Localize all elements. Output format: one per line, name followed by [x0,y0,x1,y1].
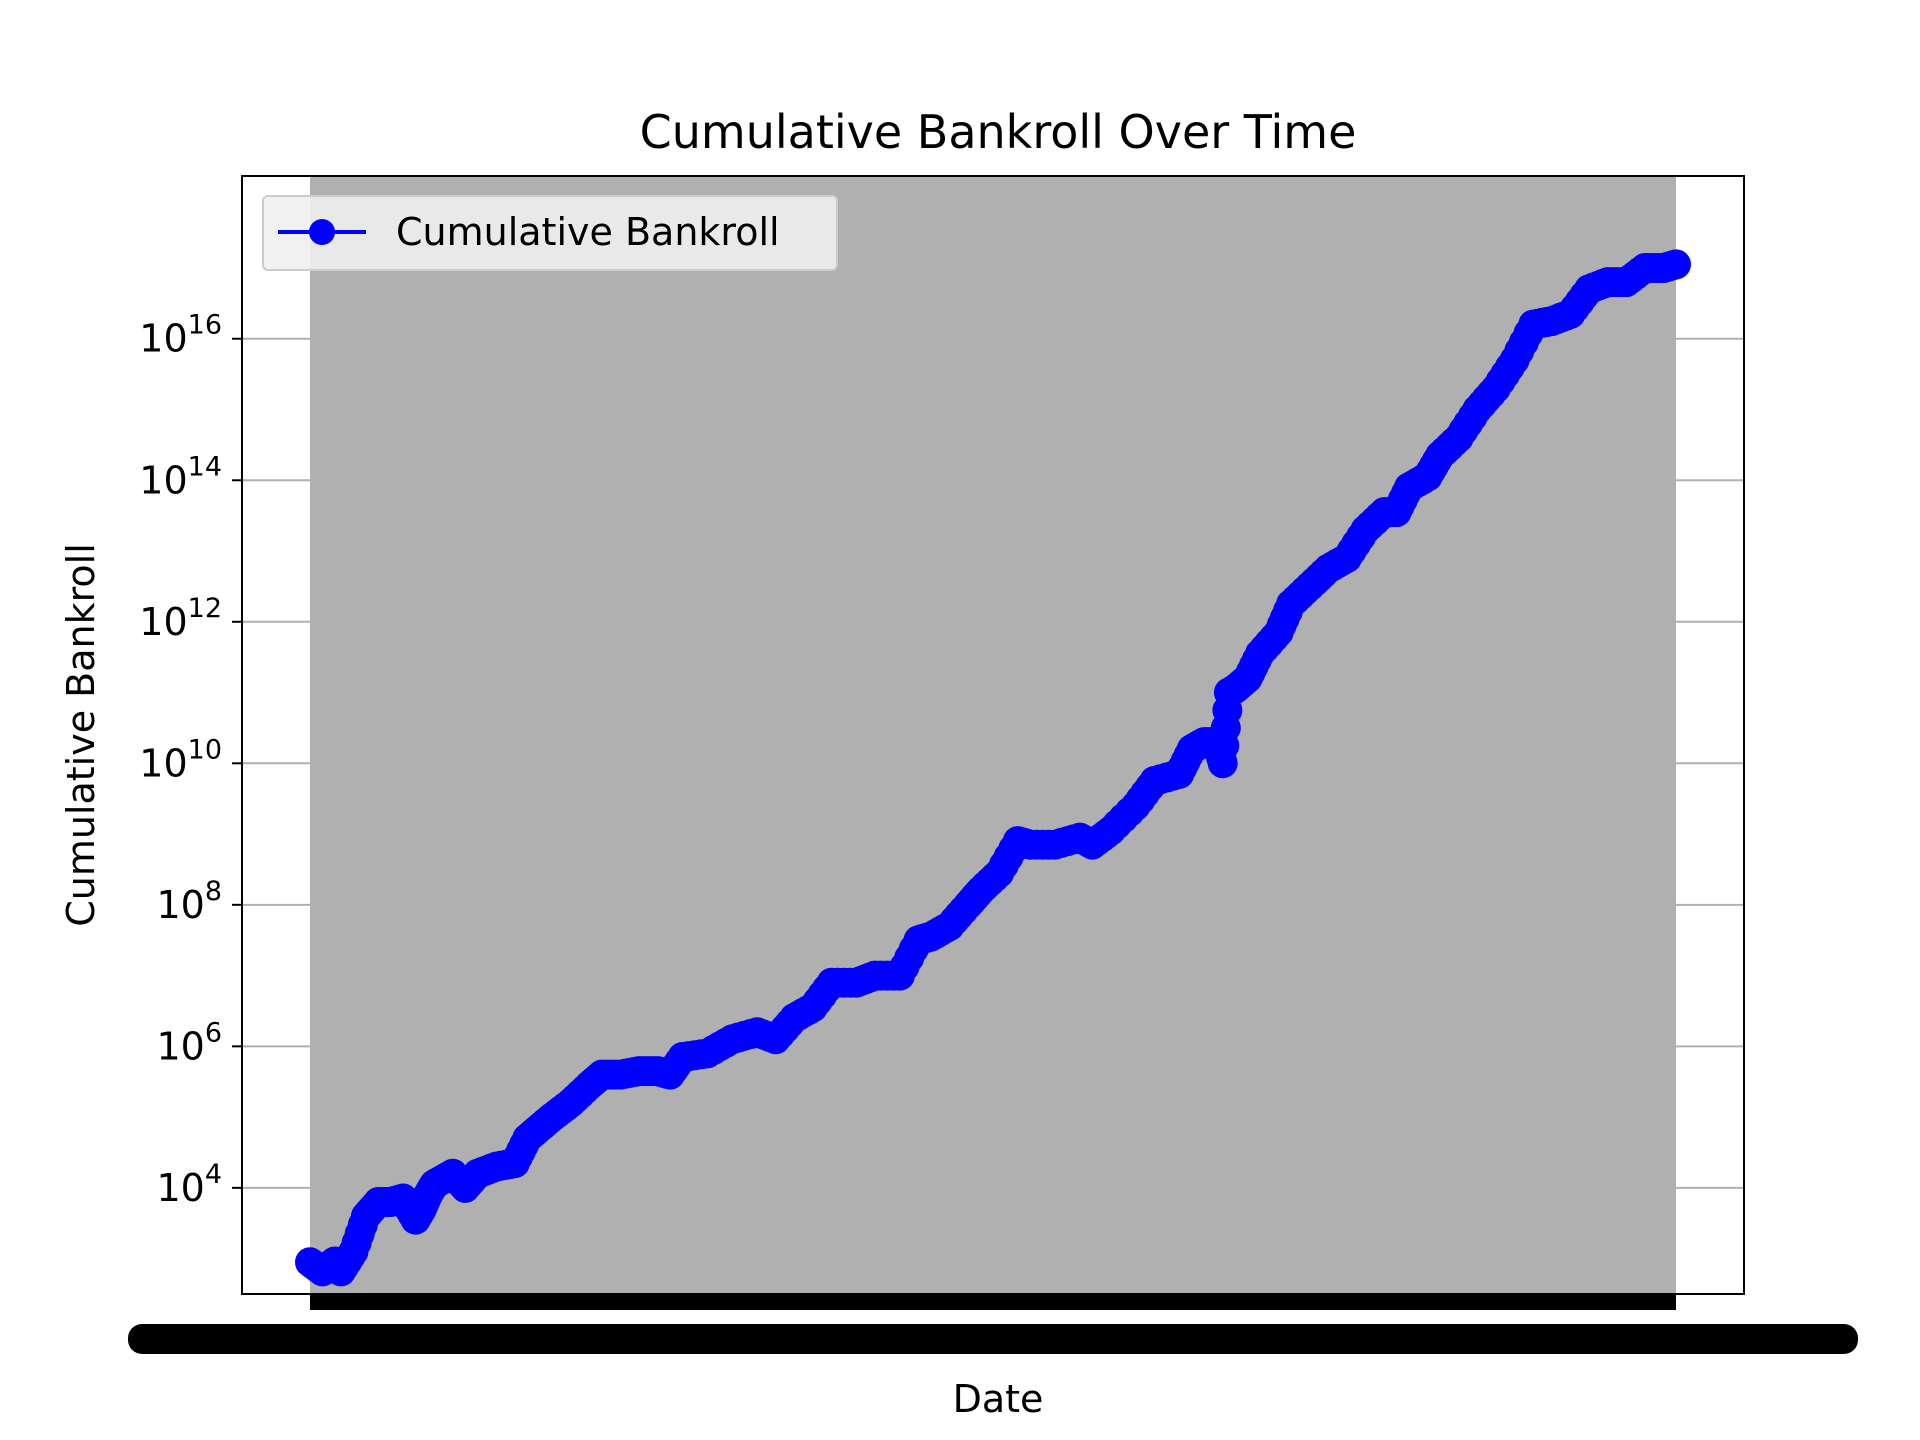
legend: Cumulative Bankroll [262,195,838,271]
y-tick-label: 1010 [139,734,222,785]
y-gridlines [242,337,1744,1189]
y-tick-base: 10 [156,883,204,927]
y-tick-exponent: 10 [188,734,222,765]
y-tick-exponent: 4 [205,1159,222,1190]
series-markers [295,249,1691,1287]
y-tick-label: 104 [156,1159,222,1210]
legend-label: Cumulative Bankroll [396,210,780,254]
data-point [1661,249,1691,280]
x-tick-marks-overlap [310,1294,1676,1310]
legend-marker-swatch [309,219,335,245]
y-tick-base: 10 [156,1166,204,1210]
y-tick-exponent: 14 [188,451,222,482]
y-tick-exponent: 6 [205,1017,222,1048]
y-tick-base: 10 [139,317,187,361]
y-tick-exponent: 16 [188,310,222,341]
y-tick-exponent: 8 [205,876,222,907]
chart-title: Cumulative Bankroll Over Time [640,105,1357,159]
axes-frame [241,175,1745,1295]
y-tick-exponent: 12 [188,593,222,624]
y-tick-base: 10 [139,741,187,785]
y-tick-label: 108 [156,876,222,927]
y-axis-label: Cumulative Bankroll [59,543,103,927]
x-tick-labels-overlap [128,1324,1858,1354]
y-tick-label: 1014 [139,451,222,502]
y-tick-base: 10 [156,1024,204,1068]
legend-box [262,195,838,271]
y-tick-base: 10 [139,458,187,502]
y-tick-label: 1016 [139,310,222,361]
x-axis-label: Date [953,1377,1044,1421]
y-tick-base: 10 [139,600,187,644]
y-tick-label: 106 [156,1017,222,1068]
y-tick-label: 1012 [139,593,222,644]
